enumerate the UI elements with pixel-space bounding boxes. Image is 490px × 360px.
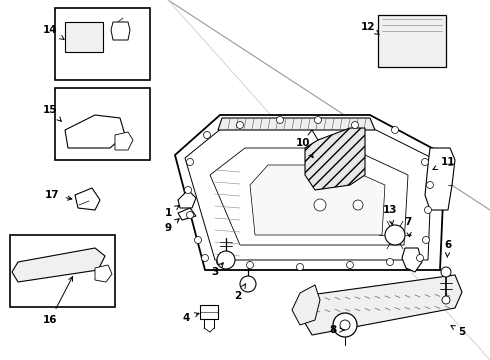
Circle shape (187, 158, 194, 166)
Text: 1: 1 (164, 206, 179, 218)
Circle shape (416, 255, 423, 261)
Circle shape (424, 207, 432, 213)
Polygon shape (218, 118, 375, 130)
Circle shape (203, 131, 211, 139)
Polygon shape (292, 285, 320, 325)
Circle shape (187, 211, 194, 219)
Polygon shape (65, 115, 125, 148)
Polygon shape (402, 248, 422, 272)
Polygon shape (250, 165, 385, 235)
Bar (55, 8, 150, 80)
Circle shape (296, 264, 303, 270)
Polygon shape (111, 22, 130, 40)
Bar (10, 235, 115, 307)
Circle shape (421, 158, 428, 166)
Circle shape (392, 126, 398, 134)
Text: 14: 14 (43, 25, 64, 40)
Polygon shape (115, 132, 133, 150)
Bar (200, 305, 218, 319)
Text: 6: 6 (444, 240, 452, 257)
Bar (378, 15, 446, 67)
Text: 3: 3 (211, 263, 223, 277)
Text: 10: 10 (296, 138, 313, 158)
Circle shape (237, 122, 244, 129)
Text: 17: 17 (45, 190, 72, 200)
Circle shape (201, 255, 209, 261)
Bar (55, 88, 150, 160)
Circle shape (217, 258, 223, 266)
Circle shape (346, 261, 353, 269)
Circle shape (314, 199, 326, 211)
Circle shape (426, 181, 434, 189)
Bar (65, 22, 103, 52)
Polygon shape (178, 208, 196, 220)
Polygon shape (425, 148, 455, 210)
Polygon shape (12, 248, 105, 282)
Circle shape (217, 251, 235, 269)
Circle shape (276, 117, 284, 123)
Text: 9: 9 (165, 219, 179, 233)
Polygon shape (305, 128, 365, 190)
Circle shape (385, 225, 405, 245)
Text: 2: 2 (234, 284, 245, 301)
Circle shape (246, 261, 253, 269)
Circle shape (351, 122, 359, 129)
Circle shape (185, 186, 192, 194)
Text: 13: 13 (383, 205, 397, 225)
Polygon shape (75, 188, 100, 210)
Text: 5: 5 (451, 325, 465, 337)
Circle shape (333, 313, 357, 337)
Circle shape (340, 320, 350, 330)
Text: 16: 16 (43, 276, 73, 325)
Text: 8: 8 (329, 325, 344, 335)
Polygon shape (175, 115, 445, 270)
Text: 7: 7 (404, 217, 412, 237)
Circle shape (442, 296, 450, 304)
Polygon shape (178, 190, 196, 208)
Text: 11: 11 (433, 157, 455, 170)
Polygon shape (302, 275, 462, 335)
Circle shape (441, 267, 451, 277)
Circle shape (422, 237, 430, 243)
Text: 4: 4 (182, 313, 199, 323)
Circle shape (315, 117, 321, 123)
Polygon shape (210, 148, 408, 245)
Polygon shape (185, 123, 432, 260)
Text: 15: 15 (43, 105, 61, 121)
Polygon shape (95, 265, 112, 282)
Text: 12: 12 (361, 22, 379, 35)
Circle shape (353, 200, 363, 210)
Circle shape (387, 258, 393, 266)
Circle shape (240, 276, 256, 292)
Circle shape (195, 237, 201, 243)
